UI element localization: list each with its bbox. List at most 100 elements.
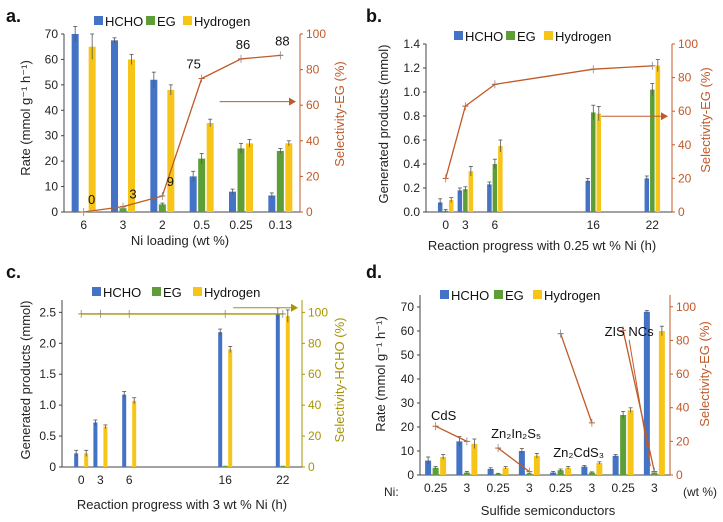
arrow-head: [291, 303, 298, 312]
panel-b: b. HCHO EG Hydrogen Generated products (…: [366, 6, 713, 253]
legend-swatch-eg: [494, 290, 503, 299]
bar-hcho: [585, 180, 591, 212]
bar-hydrogen: [228, 349, 233, 467]
y-tick-label: 50: [45, 78, 59, 92]
bar-hydrogen: [128, 59, 135, 212]
selectivity-value-label: 9: [167, 174, 174, 189]
y-tick-label: 10: [401, 444, 415, 458]
x-tick-label: 0.5: [193, 218, 210, 232]
y-tick-label: 50: [401, 348, 415, 362]
y-tick-label: 20: [45, 154, 59, 168]
y2-tick-label: 80: [306, 63, 320, 77]
bar-hydrogen: [84, 453, 89, 467]
x-tick-label: 0.25: [229, 218, 253, 232]
y2-axis-label: Selectivity-EG (%): [332, 61, 347, 166]
bar-hcho: [189, 176, 197, 212]
selectivity-line: [435, 425, 468, 442]
selectivity-line: [83, 54, 281, 213]
legend-label-hcho: HCHO: [105, 14, 143, 29]
bar-eg: [198, 158, 206, 212]
bar-eg: [620, 415, 627, 475]
bar-hcho: [644, 178, 650, 212]
y-tick-label: 1.0: [39, 398, 56, 412]
y-tick-label: 0.6: [403, 133, 420, 147]
bar-hcho: [425, 460, 432, 475]
x-tick-label: 3: [589, 481, 596, 495]
bar-hcho: [275, 314, 280, 467]
bar-eg: [492, 164, 498, 212]
selectivity-value-label: 75: [186, 57, 200, 72]
bar-hcho: [218, 332, 223, 467]
bar-hcho: [581, 466, 588, 475]
panel-a-letter: a.: [6, 6, 21, 26]
bar-hcho: [437, 202, 443, 212]
legend-swatch-hcho: [92, 287, 101, 296]
legend-label-hcho: HCHO: [465, 29, 503, 44]
y-tick-label: 1.2: [403, 61, 420, 75]
selectivity-line: [622, 330, 656, 472]
y-tick-label: 60: [401, 324, 415, 338]
y-tick-label: 1.4: [403, 37, 420, 51]
x-tick-label: 3: [526, 481, 533, 495]
bar-hcho: [643, 311, 650, 475]
semiconductor-group-label: Zn₂CdS₃: [553, 445, 604, 460]
bar-hcho: [150, 79, 158, 213]
y-tick-label: 0.5: [39, 429, 56, 443]
y2-tick-label: 60: [676, 367, 690, 381]
bar-hcho: [457, 190, 463, 212]
legend-label-eg: EG: [517, 29, 536, 44]
legend-swatch-hydrogen: [533, 290, 542, 299]
panel-b-letter: b.: [366, 6, 382, 26]
x-tick-label: 3: [120, 218, 127, 232]
y2-tick-label: 60: [678, 104, 692, 118]
bar-eg: [237, 148, 245, 212]
annotation-arrow: [628, 339, 651, 467]
legend-swatch-hcho: [94, 16, 103, 25]
legend-swatch-hcho: [440, 290, 449, 299]
bar-eg: [463, 189, 468, 212]
y2-tick-label: 60: [308, 367, 322, 381]
y2-tick-label: 20: [306, 169, 320, 183]
bar-hydrogen: [565, 467, 572, 475]
x-tick-label: 0.13: [269, 218, 293, 232]
y2-tick-label: 100: [306, 27, 326, 41]
legend-label-hydrogen: Hydrogen: [194, 14, 250, 29]
x-axis-label: Ni loading (wt %): [131, 233, 229, 248]
x-tick-label: 0: [78, 473, 85, 487]
y-tick-label: 0: [49, 460, 56, 474]
legend-label-hydrogen: Hydrogen: [555, 29, 611, 44]
selectivity-value-label: 86: [236, 37, 250, 52]
y2-tick-label: 40: [678, 138, 692, 152]
x-tick-label: 3: [97, 473, 104, 487]
panel-d-letter: d.: [366, 262, 382, 282]
y2-tick-label: 80: [678, 71, 692, 85]
y2-tick-label: 80: [676, 333, 690, 347]
bar-hcho: [111, 40, 118, 212]
legend-label-eg: EG: [163, 285, 182, 300]
x-tick-label: 22: [646, 218, 660, 232]
bar-hydrogen: [596, 113, 602, 212]
x-axis-label: Reaction progress with 3 wt % Ni (h): [77, 497, 287, 512]
bar-eg: [495, 473, 502, 475]
y-tick-label: 0.4: [403, 157, 420, 171]
y2-tick-label: 60: [306, 98, 320, 112]
legend-label-hydrogen: Hydrogen: [204, 285, 260, 300]
y-tick-label: 0.2: [403, 181, 420, 195]
semiconductor-group-label: Zn₂In₂S₅: [491, 426, 541, 441]
legend-swatch-hydrogen: [193, 287, 202, 296]
bar-hcho: [122, 394, 127, 467]
y2-tick-label: 40: [676, 401, 690, 415]
bar-hydrogen: [132, 400, 137, 467]
semiconductor-group-label: ZIS NCs: [605, 324, 655, 339]
y-tick-label: 0: [407, 468, 414, 482]
x-axis-suffix: (wt %): [683, 485, 717, 499]
y-tick-label: 30: [45, 129, 59, 143]
bar-eg: [588, 472, 595, 475]
y2-tick-label: 0: [678, 205, 685, 219]
bar-hydrogen: [502, 467, 509, 475]
bar-hydrogen: [627, 410, 634, 475]
bar-hydrogen: [448, 200, 454, 212]
y2-tick-label: 100: [676, 300, 696, 314]
selectivity-value-label: 88: [275, 33, 289, 48]
